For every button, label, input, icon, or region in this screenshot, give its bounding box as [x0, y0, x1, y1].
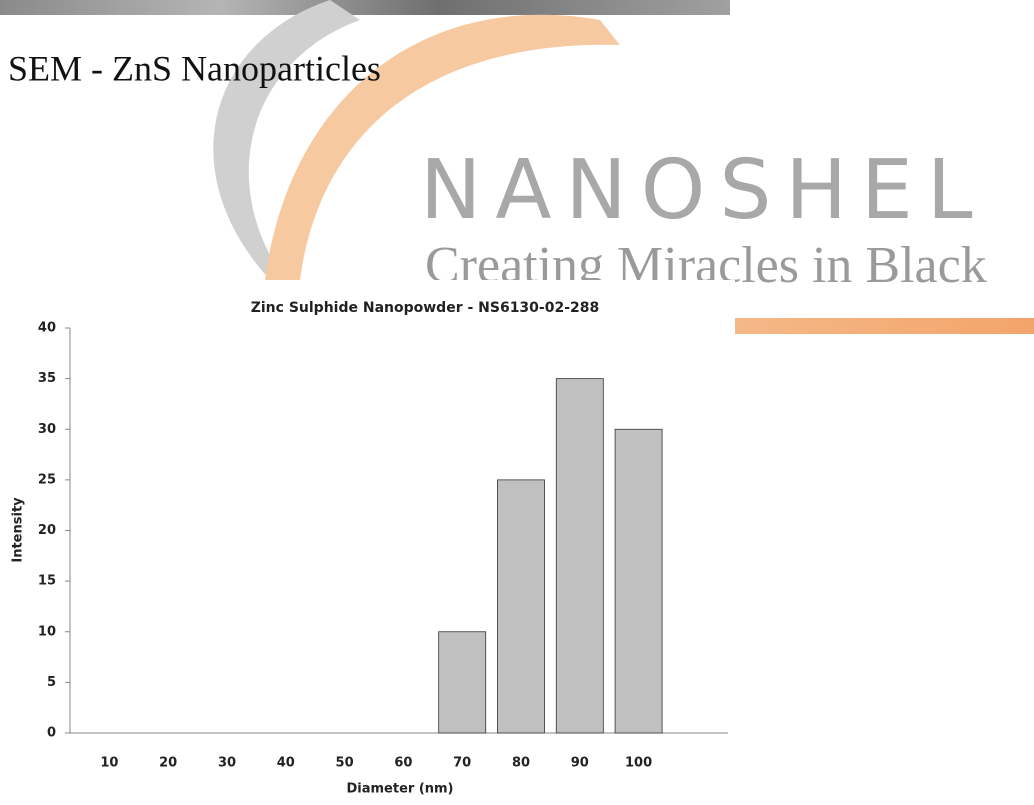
x-tick-label: 10 — [100, 756, 118, 771]
y-tick-label: 15 — [38, 574, 56, 589]
bar — [615, 429, 662, 733]
x-tick-label: 50 — [336, 756, 354, 771]
y-tick-label: 20 — [38, 523, 56, 538]
y-tick-label: 30 — [38, 422, 56, 437]
sem-image-strip — [0, 0, 730, 15]
chart: Zinc Sulphide Nanopowder - NS6130-02-288… — [0, 280, 735, 805]
x-tick-label: 30 — [218, 756, 236, 771]
y-tick-label: 10 — [38, 624, 56, 639]
x-tick-label: 20 — [159, 756, 177, 771]
y-tick-label: 0 — [47, 726, 56, 741]
x-tick-label: 100 — [625, 756, 652, 771]
logo-brand: NANOSHEL — [420, 143, 987, 238]
x-tick-label: 70 — [453, 756, 471, 771]
bar — [556, 379, 603, 733]
y-axis-label: Intensity — [11, 497, 26, 563]
x-tick-label: 80 — [512, 756, 530, 771]
bar — [439, 632, 486, 733]
x-tick-label: 60 — [394, 756, 412, 771]
y-tick-label: 5 — [47, 675, 56, 690]
x-tick-label: 90 — [571, 756, 589, 771]
bar — [497, 480, 544, 733]
y-tick-label: 40 — [38, 321, 56, 336]
x-axis-label: Diameter (nm) — [346, 782, 453, 797]
chart-title: Zinc Sulphide Nanopowder - NS6130-02-288 — [251, 300, 600, 316]
heading: SEM - ZnS Nanoparticles — [8, 48, 381, 88]
y-tick-label: 25 — [38, 472, 56, 487]
y-tick-label: 35 — [38, 371, 56, 386]
x-tick-label: 40 — [277, 756, 295, 771]
page-canvas: NANOSHEL Creating Miracles in Black SEM … — [0, 0, 1034, 805]
page: NANOSHEL Creating Miracles in Black SEM … — [0, 0, 1034, 805]
